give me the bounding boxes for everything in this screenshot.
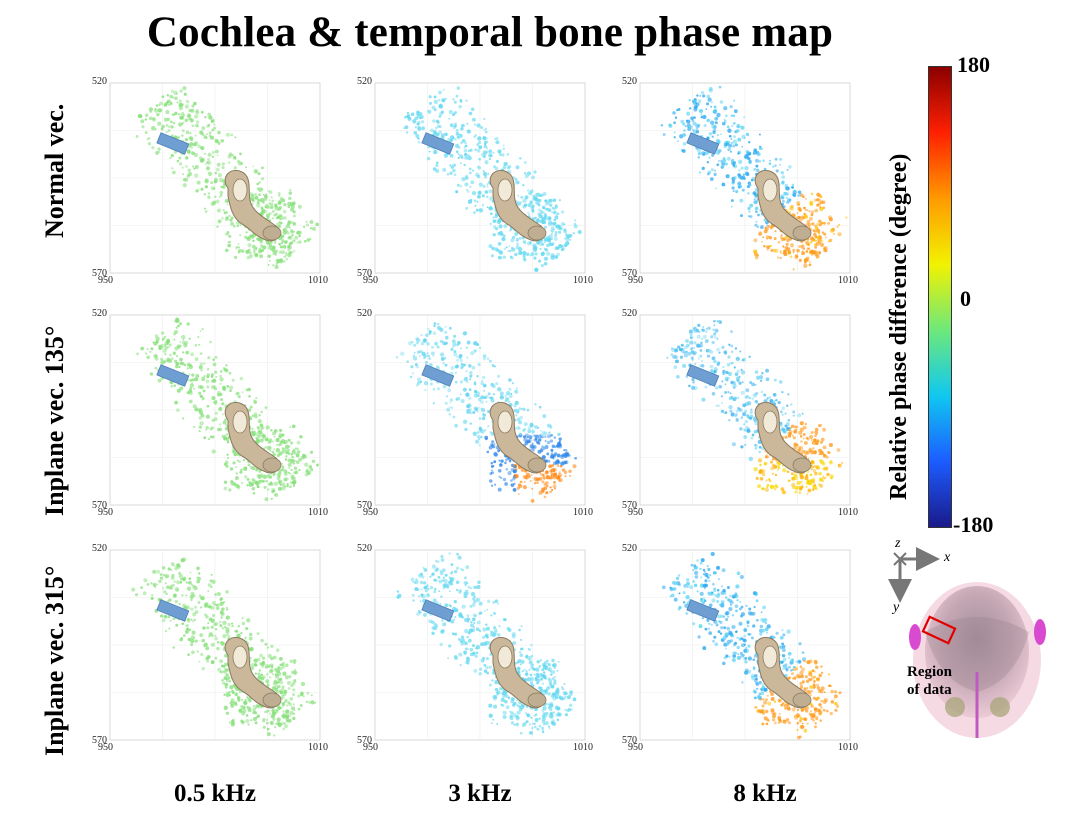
tick-label-x-left: 950 xyxy=(98,275,113,286)
point-cloud xyxy=(396,552,577,735)
orientation-axes xyxy=(884,540,964,620)
point-cloud xyxy=(131,557,317,737)
phase-map-plot xyxy=(639,82,851,274)
phase-map-panel: 520 570 950 1010 xyxy=(357,76,593,286)
cochlea-model xyxy=(224,170,282,242)
phase-map-panel: 520 570 950 1010 xyxy=(622,543,858,753)
point-cloud xyxy=(661,551,842,740)
tick-label-y-top: 520 xyxy=(92,543,107,554)
tick-label-x-left: 950 xyxy=(628,275,643,286)
axis-z-label: z xyxy=(895,536,901,551)
tick-label-y-bottom: 570 xyxy=(622,500,637,511)
tick-label-y-bottom: 570 xyxy=(622,735,637,746)
cochlea-model xyxy=(754,402,812,474)
phase-map-panel: 520 570 950 1010 xyxy=(357,308,593,518)
tick-label-y-bottom: 570 xyxy=(622,268,637,279)
col-label-3khz: 3 kHz xyxy=(448,780,512,807)
tick-label-x-left: 950 xyxy=(98,742,113,753)
col-label-0-5khz: 0.5 kHz xyxy=(174,780,256,807)
row-label-inplane-315: Inplane vec. 315° xyxy=(40,565,69,756)
col-label-8khz: 8 kHz xyxy=(733,780,797,807)
skull-illustration xyxy=(905,572,1050,740)
tick-label-x-right: 1010 xyxy=(838,275,858,286)
point-cloud xyxy=(395,322,577,503)
row-label-inplane-135: Inplane vec. 135° xyxy=(40,325,69,516)
tick-label-x-left: 950 xyxy=(628,742,643,753)
tick-label-x-left: 950 xyxy=(363,507,378,518)
phase-map-panel: 520 570 950 1010 xyxy=(357,543,593,753)
phase-map-panel: 520 570 950 1010 xyxy=(622,308,858,518)
tick-label-y-top: 520 xyxy=(92,308,107,319)
plate-marker xyxy=(686,364,720,387)
phase-map-plot xyxy=(374,314,586,506)
phase-map-panel: 520 570 950 1010 xyxy=(92,76,328,286)
phase-map-plot xyxy=(374,549,586,741)
tick-label-x-right: 1010 xyxy=(573,507,593,518)
phase-map-plot xyxy=(109,82,321,274)
tick-label-x-left: 950 xyxy=(363,275,378,286)
tick-label-x-right: 1010 xyxy=(308,507,328,518)
tick-label-x-left: 950 xyxy=(98,507,113,518)
phase-map-panel: 520 570 950 1010 xyxy=(92,543,328,753)
axes-arrows xyxy=(888,547,940,603)
cochlea-model xyxy=(754,637,812,709)
figure-title: Cochlea & temporal bone phase map xyxy=(146,9,834,56)
plate-marker xyxy=(421,599,455,622)
cochlea-model xyxy=(489,402,547,474)
colorbar xyxy=(928,66,952,528)
tick-label-y-bottom: 570 xyxy=(92,268,107,279)
phase-map-panel: 520 570 950 1010 xyxy=(622,76,858,286)
tick-label-y-bottom: 570 xyxy=(92,500,107,511)
axis-x-label: x xyxy=(944,550,951,565)
tick-label-x-right: 1010 xyxy=(308,742,328,753)
tick-label-y-bottom: 570 xyxy=(357,735,372,746)
cochlea-model xyxy=(489,637,547,709)
plate-marker xyxy=(156,364,190,387)
tick-label-y-top: 520 xyxy=(622,76,637,87)
phase-map-plot xyxy=(109,549,321,741)
tick-label-x-left: 950 xyxy=(363,742,378,753)
point-cloud xyxy=(666,319,844,495)
cochlea-model xyxy=(754,170,812,242)
plate-marker xyxy=(421,364,455,387)
colorbar-min-label: -180 xyxy=(953,512,994,537)
region-of-data-label: Region of data xyxy=(907,664,952,698)
plate-marker xyxy=(686,132,720,155)
tick-label-x-right: 1010 xyxy=(573,742,593,753)
tick-label-y-top: 520 xyxy=(357,543,372,554)
plate-marker xyxy=(686,599,720,622)
tick-label-y-bottom: 570 xyxy=(92,735,107,746)
phase-map-plot xyxy=(374,82,586,274)
row-label-normal: Normal vec. xyxy=(40,103,69,238)
tick-label-y-bottom: 570 xyxy=(357,268,372,279)
colorbar-max-label: 180 xyxy=(957,52,990,77)
tick-label-x-right: 1010 xyxy=(838,507,858,518)
plate-marker xyxy=(156,599,190,622)
tick-label-x-right: 1010 xyxy=(573,275,593,286)
tick-label-y-top: 520 xyxy=(622,308,637,319)
phase-map-plot xyxy=(109,314,321,506)
phase-map-plot xyxy=(639,549,851,741)
colorbar-mid-label: 0 xyxy=(960,286,971,311)
tick-label-x-left: 950 xyxy=(628,507,643,518)
phase-map-plot xyxy=(639,314,851,506)
tick-label-y-bottom: 570 xyxy=(357,500,372,511)
cochlea-model xyxy=(224,402,282,474)
axis-y-label: y xyxy=(893,600,900,615)
plate-marker xyxy=(156,132,190,155)
tick-label-x-right: 1010 xyxy=(308,275,328,286)
tick-label-y-top: 520 xyxy=(357,308,372,319)
cochlea-model xyxy=(489,170,547,242)
tick-label-y-top: 520 xyxy=(622,543,637,554)
tick-label-y-top: 520 xyxy=(92,76,107,87)
colorbar-title: Relative phase difference (degree) xyxy=(886,153,912,500)
plate-marker xyxy=(421,132,455,155)
tick-label-y-top: 520 xyxy=(357,76,372,87)
phase-map-panel: 520 570 950 1010 xyxy=(92,308,328,518)
tick-label-x-right: 1010 xyxy=(838,742,858,753)
cochlea-model xyxy=(224,637,282,709)
